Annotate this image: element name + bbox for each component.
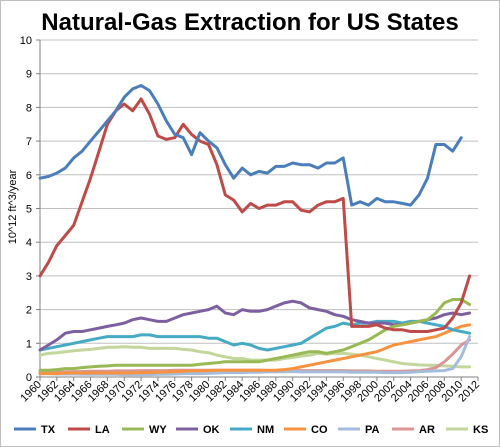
legend-label-nm: NM	[257, 424, 274, 436]
legend-label-wy: WY	[149, 424, 167, 436]
y-axis-title: 10^12 ft^3/year	[7, 169, 19, 244]
series-line-tx	[38, 84, 463, 207]
series-line-co	[38, 323, 472, 376]
y-tick-label-4: 4	[26, 237, 32, 249]
y-tick-label-10: 10	[20, 35, 32, 47]
y-tick-label-3: 3	[26, 271, 32, 283]
chart-title: Natural-Gas Extraction for US States	[41, 9, 458, 36]
legend-label-la: LA	[95, 424, 110, 436]
legend-label-ok: OK	[203, 424, 220, 436]
y-tick-label-8: 8	[26, 102, 32, 114]
legend-label-tx: TX	[41, 424, 56, 436]
series-lines	[38, 84, 472, 377]
legend-label-pa: PA	[365, 424, 380, 436]
y-tick-label-7: 7	[26, 136, 32, 148]
y-tick-label-5: 5	[26, 204, 32, 216]
legend-label-co: CO	[311, 424, 328, 436]
series-line-wy	[38, 298, 472, 372]
legend-label-ar: AR	[419, 424, 435, 436]
series-line-la	[38, 97, 472, 333]
legend: TX LA WY OK NM CO PA AR KS	[14, 424, 488, 436]
series-line-ks	[38, 345, 472, 369]
y-tick-label-9: 9	[26, 69, 32, 81]
y-tick-label-6: 6	[26, 170, 32, 182]
y-tick-label-0: 0	[26, 372, 32, 384]
legend-label-ks: KS	[473, 424, 488, 436]
y-tick-label-2: 2	[26, 305, 32, 317]
series-line-nm	[38, 319, 472, 352]
y-tick-label-1: 1	[26, 338, 32, 350]
